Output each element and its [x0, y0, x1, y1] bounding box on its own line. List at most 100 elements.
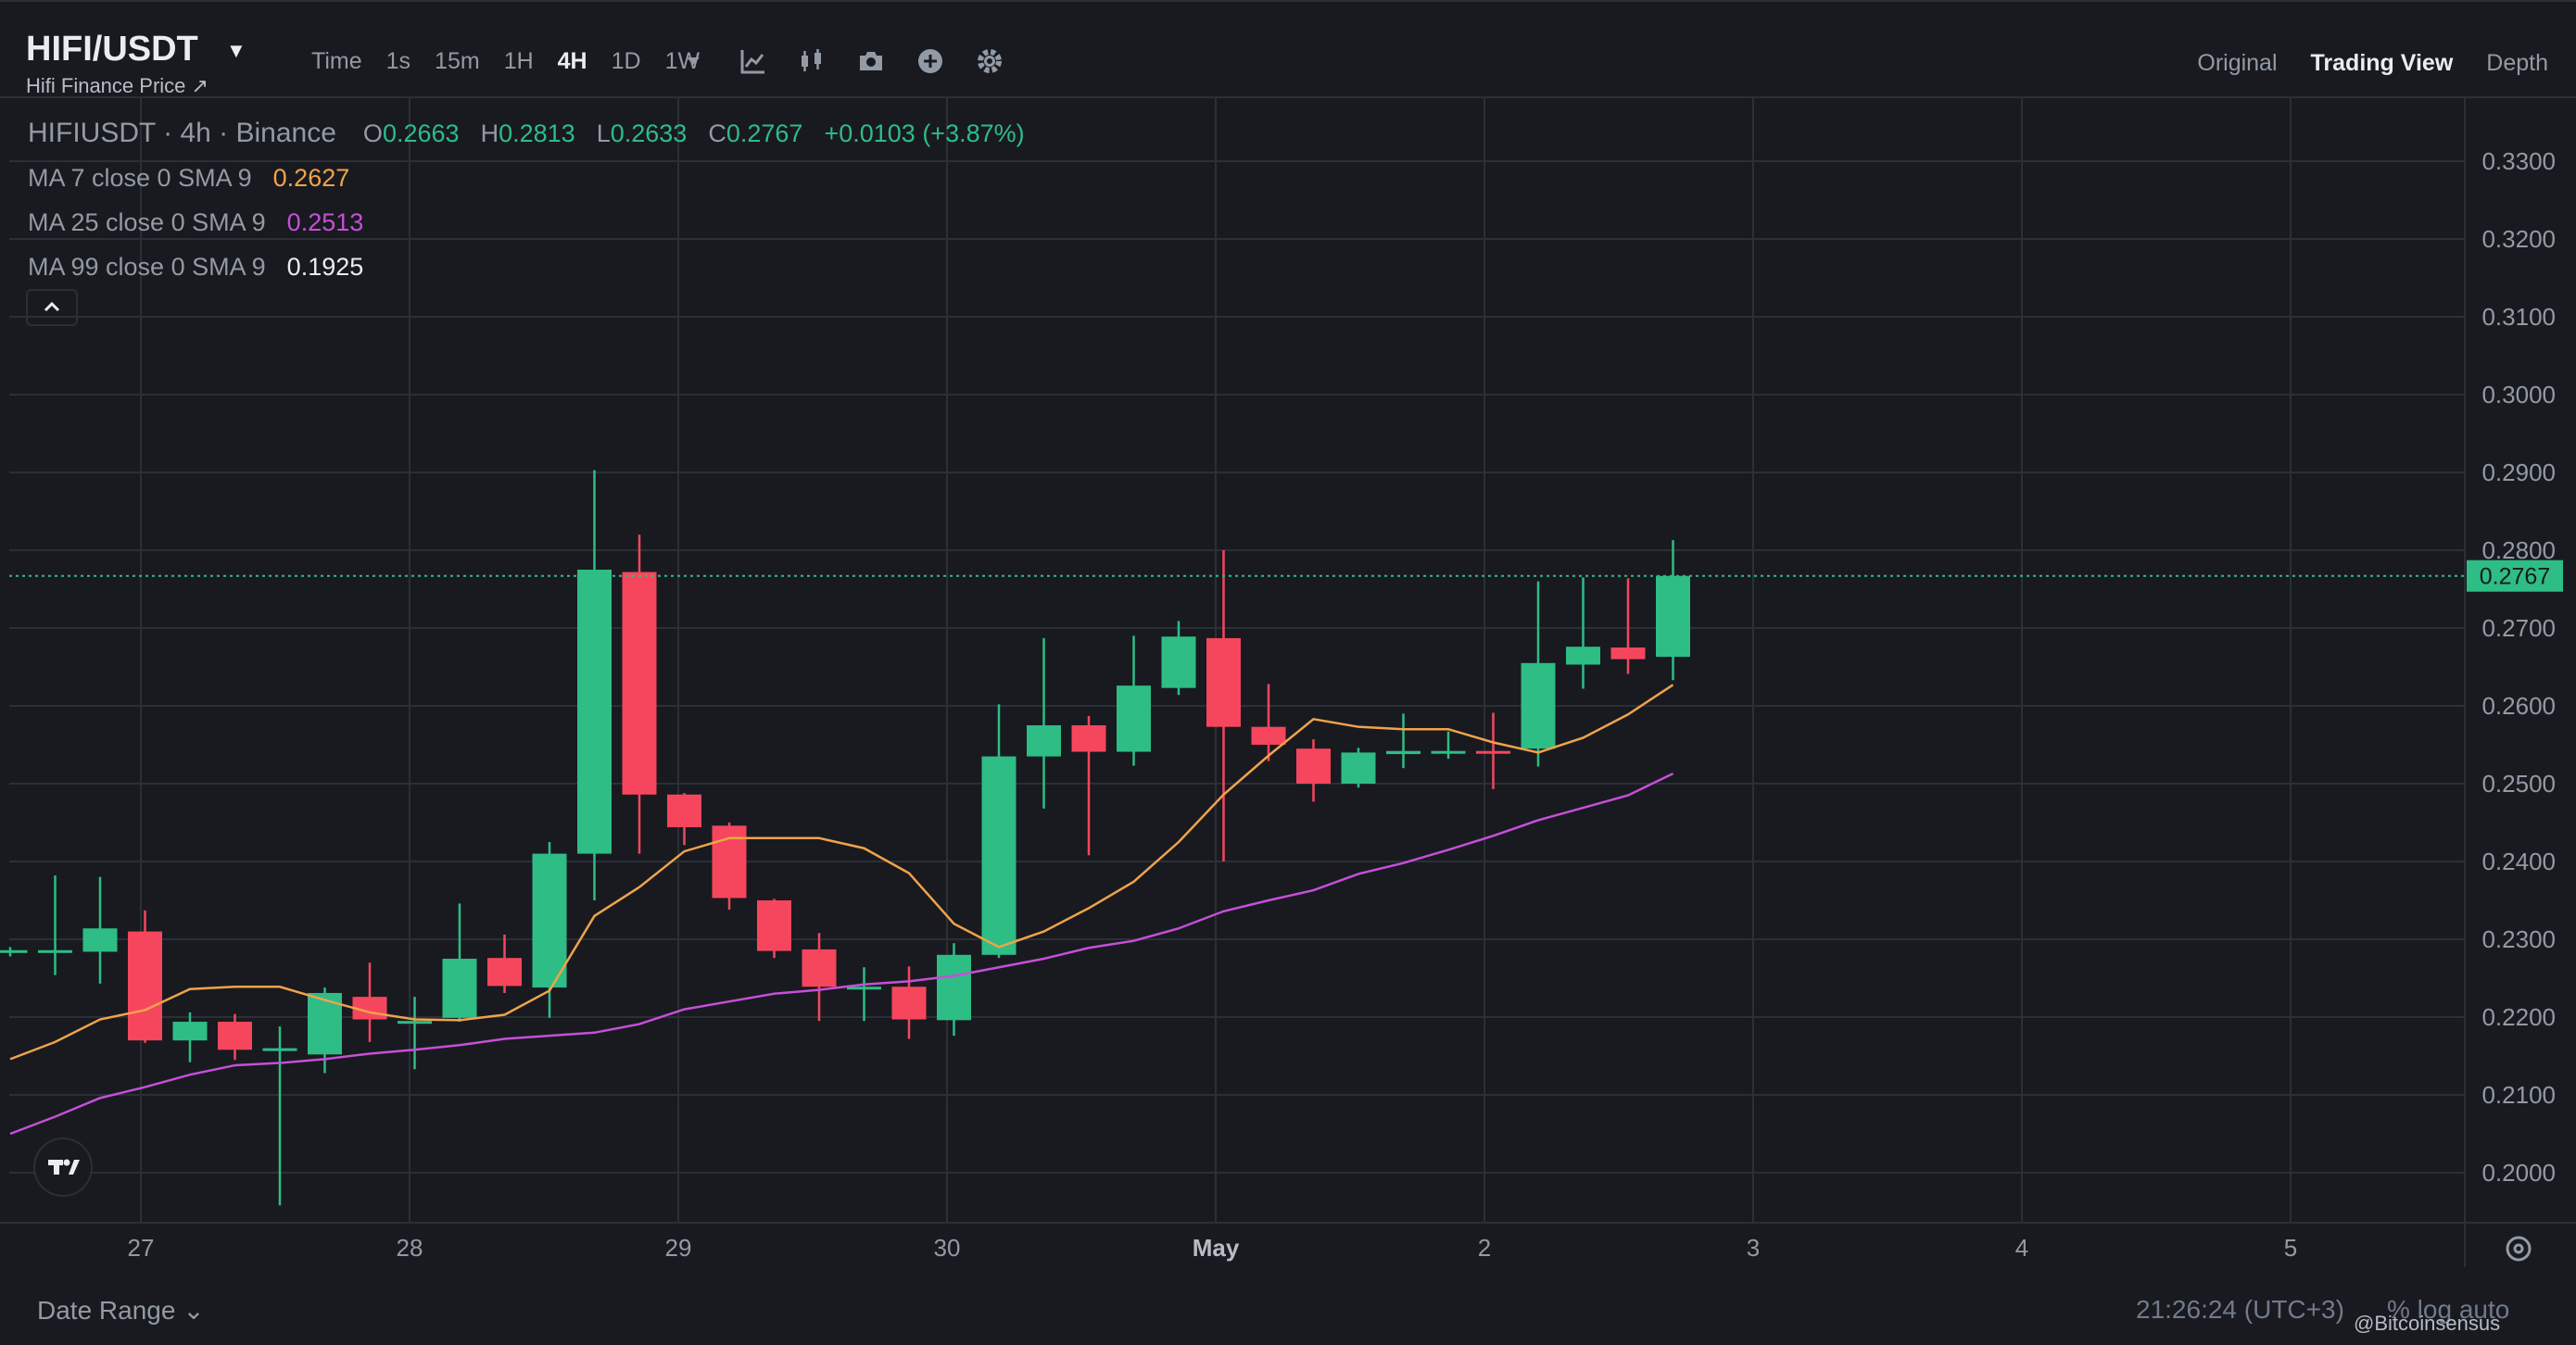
- candlestick-chart[interactable]: 0.33000.32000.31000.30000.29000.28000.27…: [0, 98, 2576, 1267]
- top-toolbar: HIFI/USDT ▼ Hifi Finance Price ↗ Time 1s…: [0, 0, 2576, 98]
- y-tick-label: 0.2200: [2481, 1003, 2556, 1031]
- x-tick-label: 27: [128, 1234, 155, 1262]
- y-tick-label: 0.2700: [2481, 614, 2556, 642]
- tab-trading-view[interactable]: Trading View: [2310, 50, 2454, 76]
- y-tick-label: 0.2800: [2481, 536, 2556, 564]
- low-value: 0.2633: [610, 119, 688, 147]
- date-range-label: Date Range: [37, 1296, 176, 1325]
- ma25-value: 0.2513: [286, 208, 364, 236]
- ma25-line: [9, 772, 1674, 1136]
- candle-body: [1566, 647, 1600, 665]
- legend-collapse-button[interactable]: [26, 289, 78, 326]
- candle-body: [82, 928, 118, 952]
- date-range-button[interactable]: Date Range ⌄: [37, 1295, 205, 1326]
- x-tick-label: 30: [934, 1234, 961, 1262]
- ma99-value: 0.1925: [286, 253, 364, 281]
- y-tick-label: 0.2000: [2481, 1159, 2556, 1187]
- y-tick-label: 0.3000: [2481, 381, 2556, 409]
- tab-depth[interactable]: Depth: [2486, 50, 2548, 76]
- candle-type-icon[interactable]: [797, 46, 827, 76]
- interval-15m[interactable]: 15m: [435, 48, 480, 74]
- candle-body: [1161, 636, 1196, 688]
- y-tick-label: 0.3100: [2481, 303, 2556, 331]
- watermark-handle: @Bitcoinsensus: [2354, 1312, 2501, 1335]
- candle-body: [1251, 726, 1286, 745]
- y-tick-label: 0.2300: [2481, 925, 2556, 953]
- ma7-line: [9, 684, 1674, 1061]
- tradingview-logo-icon: [48, 1159, 80, 1175]
- ma7-row: MA 7 close 0 SMA 9 0.2627: [28, 156, 1025, 200]
- candle-body: [1521, 662, 1556, 749]
- utc-clock[interactable]: 21:26:24 (UTC+3): [2136, 1295, 2344, 1324]
- chevron-down-icon: ⌄: [183, 1296, 205, 1325]
- candle-body: [1656, 575, 1690, 658]
- y-tick-label: 0.2500: [2481, 770, 2556, 798]
- open-value: 0.2663: [382, 119, 460, 147]
- chart-legend: HIFIUSDT · 4h · Binance O0.2663 H0.2813 …: [28, 111, 1025, 289]
- camera-icon[interactable]: [856, 46, 886, 76]
- symbol-subtitle-link[interactable]: Hifi Finance Price ↗: [26, 74, 208, 97]
- candle-body: [218, 1022, 252, 1050]
- candle-body: [532, 853, 567, 988]
- ma99-row: MA 99 close 0 SMA 9 0.1925: [28, 245, 1025, 289]
- candle-body: [577, 570, 612, 854]
- scale-options[interactable]: % log auto: [2387, 1295, 2510, 1324]
- x-tick-label: 5: [2284, 1234, 2297, 1262]
- y-tick-label: 0.3200: [2481, 225, 2556, 253]
- interval-tabs: Time 1s 15m 1H 4H 1D 1W: [311, 48, 724, 75]
- settings-gear-icon[interactable]: [975, 46, 1004, 76]
- open-label: O: [362, 119, 383, 147]
- add-circle-icon[interactable]: [915, 46, 945, 76]
- tradingview-logo[interactable]: [33, 1138, 93, 1197]
- y-tick-label: 0.2400: [2481, 848, 2556, 875]
- ma7-value: 0.2627: [272, 164, 350, 192]
- tab-original[interactable]: Original: [2197, 50, 2278, 76]
- candle-body: [0, 949, 28, 953]
- y-tick-label: 0.3300: [2481, 147, 2556, 175]
- candle-body: [891, 987, 927, 1020]
- y-tick-label: 0.2900: [2481, 459, 2556, 486]
- candle-body: [1610, 647, 1646, 660]
- symbol-dropdown-icon[interactable]: ▼: [226, 39, 246, 62]
- candle-body: [128, 931, 162, 1041]
- symbol-title[interactable]: HIFI/USDT: [26, 30, 198, 69]
- x-tick-label: 3: [1747, 1234, 1760, 1262]
- change-value: +0.0103 (+3.87%): [824, 119, 1025, 147]
- close-label: C: [708, 119, 726, 147]
- candle-body: [937, 954, 971, 1021]
- candle-body: [398, 1021, 432, 1024]
- interval-time[interactable]: Time: [311, 48, 362, 74]
- high-label: H: [480, 119, 499, 147]
- indicator-chart-icon[interactable]: [739, 46, 768, 76]
- chart-footer: Date Range ⌄ 21:26:24 (UTC+3) % log auto…: [0, 1267, 2576, 1345]
- y-tick-label: 0.2100: [2481, 1081, 2556, 1109]
- view-tabs: Original Trading View Depth: [2197, 50, 2548, 77]
- chevron-up-icon: [44, 301, 60, 312]
- candle-body: [1206, 637, 1241, 727]
- candle-body: [847, 987, 881, 990]
- candle-body: [622, 572, 657, 795]
- candle-body: [757, 900, 791, 951]
- ohlc-row: HIFIUSDT · 4h · Binance O0.2663 H0.2813 …: [28, 111, 1025, 156]
- legend-title: HIFIUSDT · 4h · Binance: [28, 118, 336, 148]
- interval-4h[interactable]: 4H: [557, 48, 587, 74]
- ma25-row: MA 25 close 0 SMA 9 0.2513: [28, 200, 1025, 245]
- interval-1d[interactable]: 1D: [611, 48, 641, 74]
- interval-1s[interactable]: 1s: [385, 48, 411, 74]
- candle-body: [712, 825, 747, 899]
- close-value: 0.2767: [726, 119, 803, 147]
- interval-more-icon[interactable]: [678, 46, 708, 76]
- low-label: L: [596, 119, 611, 147]
- high-value: 0.2813: [499, 119, 575, 147]
- candle-body: [38, 949, 72, 953]
- candle-body: [262, 1048, 297, 1051]
- chart-settings-icon[interactable]: [2502, 1232, 2535, 1265]
- candle-body: [1071, 725, 1106, 752]
- candle-body: [1117, 685, 1151, 752]
- candle-body: [1431, 750, 1466, 754]
- candle-body: [1027, 725, 1061, 757]
- last-price-label: 0.2767: [2480, 564, 2550, 590]
- x-tick-label: 4: [2015, 1234, 2028, 1262]
- candle-body: [1296, 748, 1331, 784]
- interval-1h[interactable]: 1H: [503, 48, 534, 74]
